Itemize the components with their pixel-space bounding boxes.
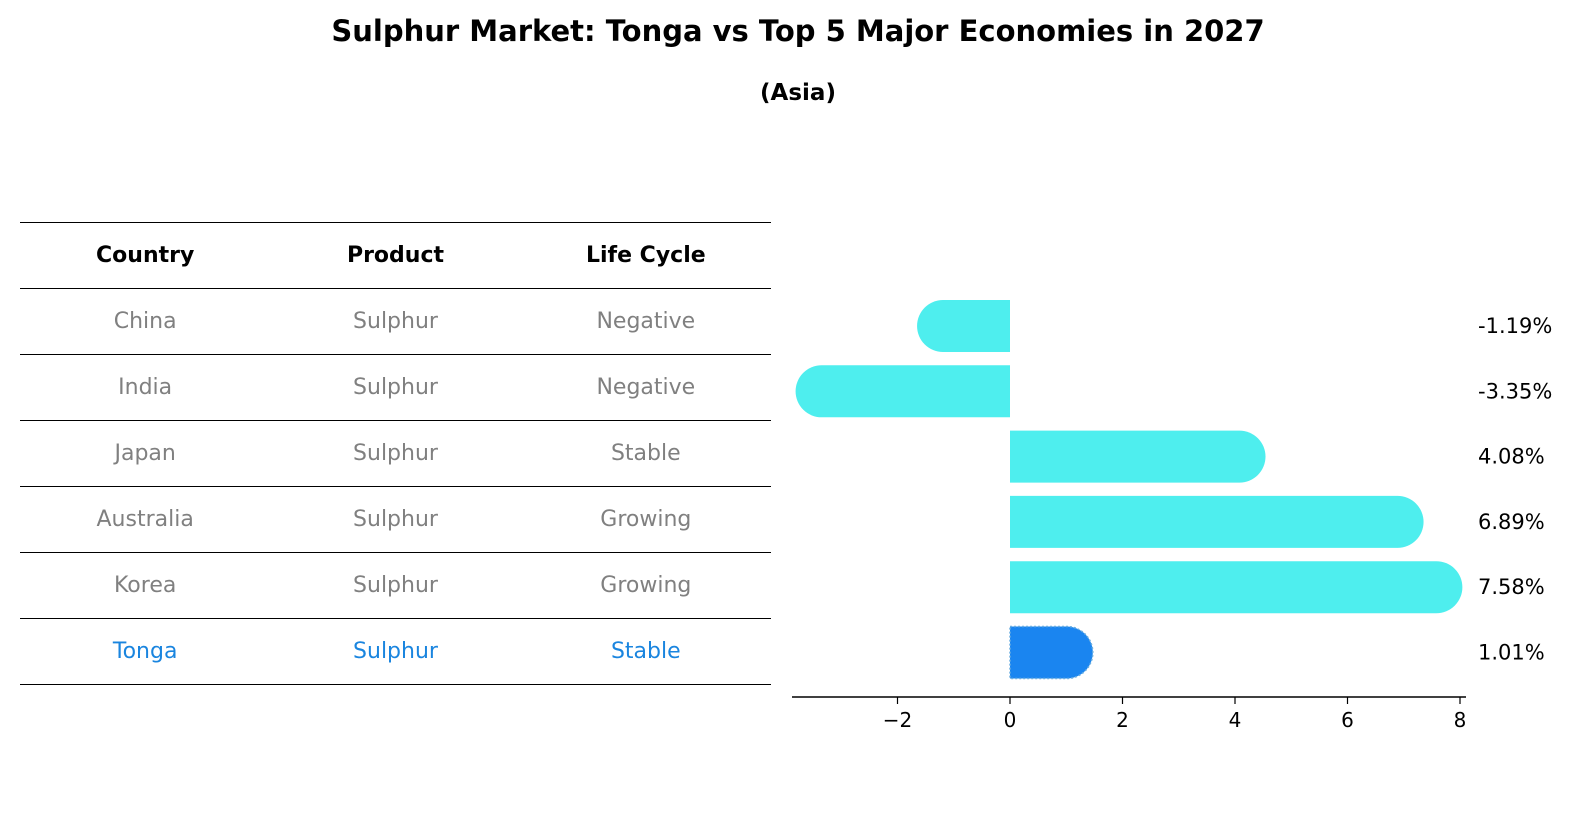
table-row: Australia Sulphur Growing: [20, 486, 771, 552]
value-label-tonga: 1.01%: [1478, 641, 1545, 665]
x-tick-label: 2: [1116, 708, 1129, 732]
x-tick-label: 8: [1454, 708, 1467, 732]
bar-korea: [1010, 561, 1463, 614]
value-label-japan: 4.08%: [1478, 445, 1545, 469]
bar-india: [795, 365, 1010, 418]
bar-highlight-tonga: [1009, 625, 1094, 680]
cell-country: India: [118, 375, 173, 400]
cell-product: Sulphur: [353, 573, 438, 598]
cell-life-cycle: Growing: [600, 573, 692, 598]
value-label-australia: 6.89%: [1478, 510, 1545, 534]
chart-subtitle: (Asia): [760, 80, 836, 106]
table-row: Japan Sulphur Stable: [20, 420, 771, 486]
header-product: Product: [346, 243, 445, 268]
comparison-table: Country Product Life Cycle China Sulphur…: [20, 222, 771, 685]
cell-life-cycle: Stable: [610, 639, 681, 664]
bar-japan: [1010, 430, 1266, 483]
cell-country: Japan: [114, 441, 176, 466]
value-label-india: -3.35%: [1478, 379, 1552, 403]
chart-title: Sulphur Market: Tonga vs Top 5 Major Eco…: [331, 14, 1265, 48]
cell-life-cycle: Stable: [610, 441, 681, 466]
bar-china: [917, 300, 1010, 352]
cell-country: Australia: [96, 507, 194, 532]
cell-product: Sulphur: [353, 441, 438, 466]
cell-country: Tonga: [112, 639, 178, 664]
cell-product: Sulphur: [353, 639, 438, 664]
x-tick-label: 6: [1341, 708, 1354, 732]
x-tick-label: 4: [1229, 708, 1242, 732]
table-row: China Sulphur Negative: [20, 288, 771, 354]
table-row-highlight: Tonga Sulphur Stable: [20, 618, 771, 685]
cell-life-cycle: Negative: [596, 375, 696, 400]
cell-product: Sulphur: [353, 309, 438, 334]
table-row: India Sulphur Negative: [20, 354, 771, 420]
header-country: Country: [96, 243, 195, 268]
cell-country: China: [113, 309, 177, 334]
x-tick-label: −2: [883, 708, 912, 732]
cell-life-cycle: Growing: [600, 507, 692, 532]
x-tick-label: 0: [1004, 708, 1017, 732]
value-label-china: -1.19%: [1478, 314, 1552, 338]
cell-product: Sulphur: [353, 375, 438, 400]
cell-product: Sulphur: [353, 507, 438, 532]
table-row: Korea Sulphur Growing: [20, 552, 771, 618]
bar-australia: [1010, 495, 1424, 548]
cell-country: Korea: [113, 573, 177, 598]
value-label-korea: 7.58%: [1478, 575, 1545, 599]
table-header-row: Country Product Life Cycle: [20, 222, 771, 288]
header-life-cycle: Life Cycle: [585, 243, 706, 268]
cell-life-cycle: Negative: [596, 309, 696, 334]
